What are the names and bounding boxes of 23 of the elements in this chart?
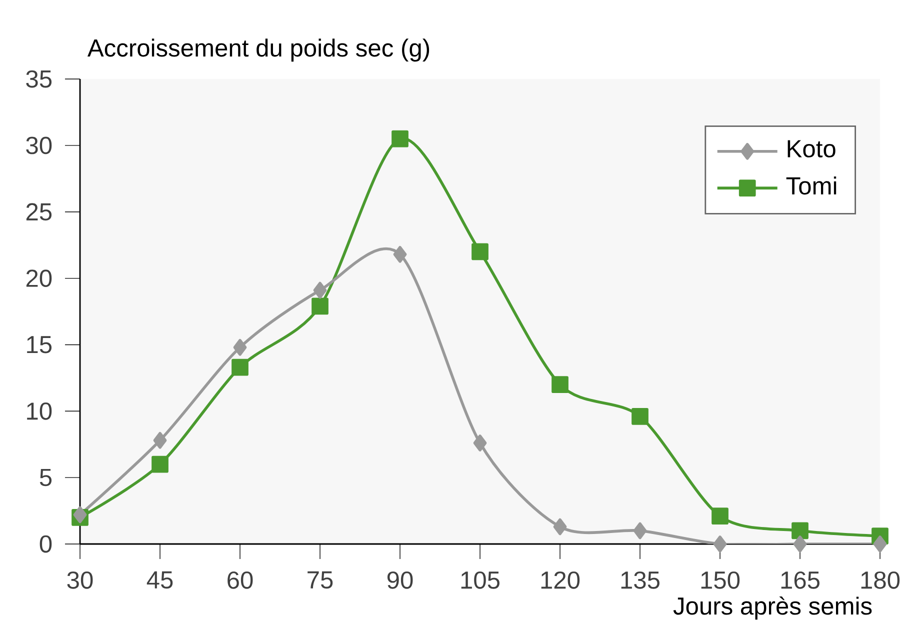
- x-tick-label: 150: [701, 571, 740, 589]
- y-tick-label: 0: [40, 535, 52, 553]
- y-tick-label: 30: [26, 136, 52, 154]
- x-tick-label: 165: [781, 571, 820, 589]
- legend-label: Koto: [788, 140, 836, 158]
- x-tick-label: 60: [228, 571, 253, 589]
- x-axis-title: Jours après semis: [673, 596, 872, 620]
- y-tick-label: 15: [27, 336, 52, 354]
- x-tick-label: 135: [621, 571, 660, 589]
- x-tick-label: 105: [461, 571, 500, 589]
- x-tick-label: 75: [308, 571, 333, 589]
- y-tick-label: 25: [26, 203, 52, 221]
- x-tick-label: 30: [67, 571, 93, 589]
- x-tick-label: 45: [146, 571, 173, 589]
- x-tick-label: 180: [861, 571, 900, 589]
- x-tick-label: 120: [541, 571, 580, 589]
- y-tick-label: 35: [26, 70, 52, 88]
- y-tick-label: 10: [27, 402, 52, 420]
- x-tick-label: 90: [387, 571, 413, 589]
- y-tick-label: 20: [26, 270, 52, 287]
- y-tick-label: 5: [40, 468, 52, 486]
- y-axis-title: Accroissement du poids sec (g): [87, 38, 430, 62]
- legend-label: Tomi: [786, 176, 836, 195]
